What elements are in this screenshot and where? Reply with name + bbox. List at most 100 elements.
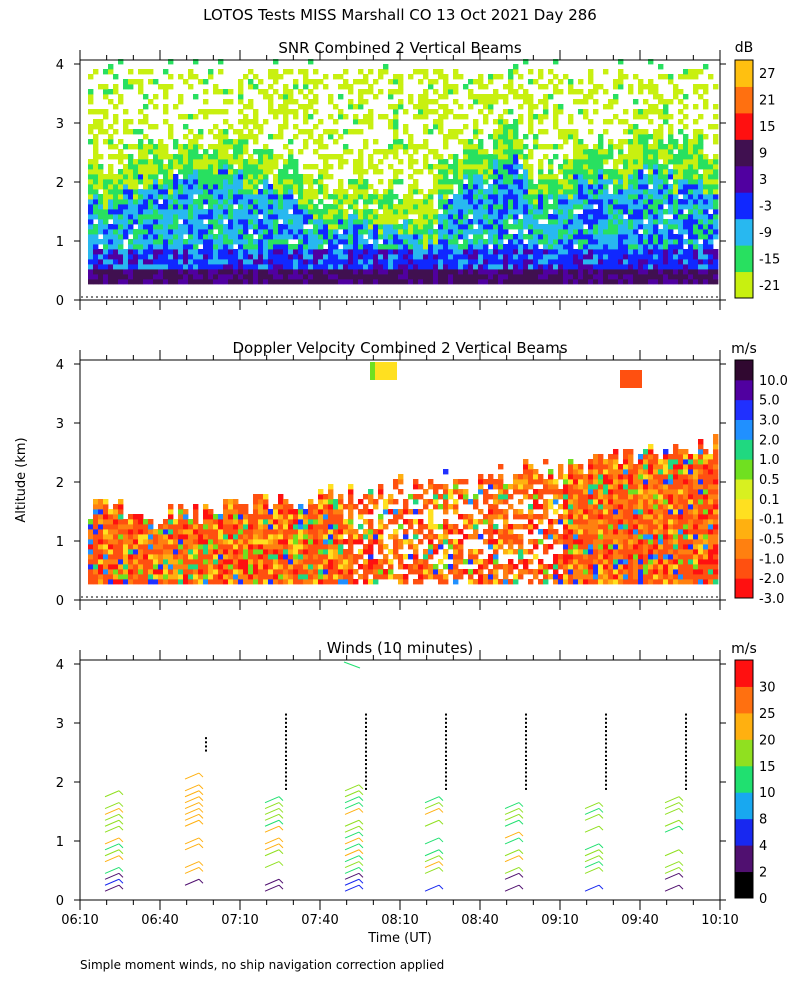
snr-cell: [648, 119, 654, 125]
snr-cell: [138, 174, 144, 180]
snr-cell: [308, 274, 314, 280]
snr-cell: [338, 234, 344, 240]
snr-cell: [343, 259, 349, 265]
snr-cell: [273, 79, 279, 85]
snr-cell: [258, 194, 264, 200]
snr-cell: [328, 249, 334, 255]
snr-cell: [403, 254, 409, 260]
snr-cell: [363, 244, 369, 250]
snr-cell: [223, 214, 229, 220]
snr-cell: [133, 219, 139, 225]
snr-cell: [128, 219, 134, 225]
snr-cell: [468, 209, 474, 215]
snr-cell: [548, 179, 554, 185]
doppler-cell: [168, 554, 174, 560]
snr-cell: [328, 174, 334, 180]
snr-cell: [88, 229, 94, 235]
snr-cell: [278, 174, 284, 180]
doppler-cell: [333, 504, 339, 510]
snr-cell: [163, 119, 169, 125]
snr-cell: [643, 199, 649, 205]
snr-cell: [268, 164, 274, 170]
snr-cell: [413, 114, 419, 120]
snr-cell: [638, 159, 644, 165]
snr-cell: [463, 254, 469, 260]
snr-cell: [208, 274, 214, 280]
snr-cell: [493, 154, 499, 160]
snr-cell: [503, 229, 509, 235]
snr-cell: [353, 259, 359, 265]
snr-cell: [483, 104, 489, 110]
snr-cell: [663, 174, 669, 180]
snr-cell: [423, 279, 429, 285]
snr-cell: [143, 274, 149, 280]
doppler-cell: [253, 534, 259, 540]
snr-cell: [358, 239, 364, 245]
snr-cell: [598, 134, 604, 140]
snr-cell: [388, 89, 394, 95]
doppler-cell: [108, 539, 114, 545]
snr-cell: [713, 224, 719, 230]
snr-cell: [138, 279, 144, 285]
snr-cell: [348, 264, 354, 270]
snr-cell: [228, 234, 234, 240]
snr-cell: [533, 229, 539, 235]
snr-cell: [603, 219, 609, 225]
snr-cell: [638, 149, 644, 155]
snr-cell: [578, 214, 584, 220]
snr-cell: [683, 174, 689, 180]
snr-cell: [398, 144, 404, 150]
snr-cell: [648, 104, 654, 110]
snr-cell: [383, 269, 389, 275]
snr-cell: [543, 129, 549, 135]
snr-cell: [93, 174, 99, 180]
snr-cell: [603, 209, 609, 215]
snr-cell: [123, 269, 129, 275]
snr-cell: [663, 159, 669, 165]
snr-cell: [158, 189, 164, 195]
doppler-cell: [403, 534, 409, 540]
doppler-cell: [318, 514, 324, 520]
doppler-cell: [163, 519, 169, 525]
snr-cell: [613, 259, 619, 265]
doppler-cell: [283, 509, 289, 515]
snr-cell: [553, 114, 559, 120]
snr-cell: [603, 149, 609, 155]
snr-cell: [158, 229, 164, 235]
doppler-cell: [168, 509, 174, 515]
snr-cell: [558, 234, 564, 240]
doppler-cell: [263, 549, 269, 555]
snr-cell: [168, 279, 174, 285]
snr-cell: [488, 94, 494, 100]
doppler-cell: [178, 574, 184, 580]
snr-cell: [588, 164, 594, 170]
doppler-cell: [308, 504, 314, 510]
snr-cell: [593, 264, 599, 270]
snr-cell: [543, 209, 549, 215]
snr-cell: [198, 109, 204, 115]
doppler-cell: [153, 569, 159, 575]
snr-cell: [253, 229, 259, 235]
doppler-cell: [313, 544, 319, 550]
snr-cell: [613, 244, 619, 250]
snr-cell: [298, 229, 304, 235]
snr-cell: [178, 209, 184, 215]
snr-cell: [158, 224, 164, 230]
doppler-cell: [238, 524, 244, 530]
snr-cell: [473, 279, 479, 285]
doppler-cell: [273, 519, 279, 525]
snr-cell: [583, 214, 589, 220]
snr-cell: [558, 79, 564, 85]
snr-cell: [553, 199, 559, 205]
snr-cell: [428, 109, 434, 115]
snr-cell: [523, 174, 529, 180]
snr-cell: [183, 169, 189, 175]
doppler-cell: [353, 554, 359, 560]
snr-cell: [268, 204, 274, 210]
snr-cell: [543, 104, 549, 110]
snr-cell: [163, 234, 169, 240]
doppler-cell: [183, 579, 189, 585]
snr-cell: [698, 194, 704, 200]
snr-cell: [613, 229, 619, 235]
snr-cell: [523, 169, 529, 175]
